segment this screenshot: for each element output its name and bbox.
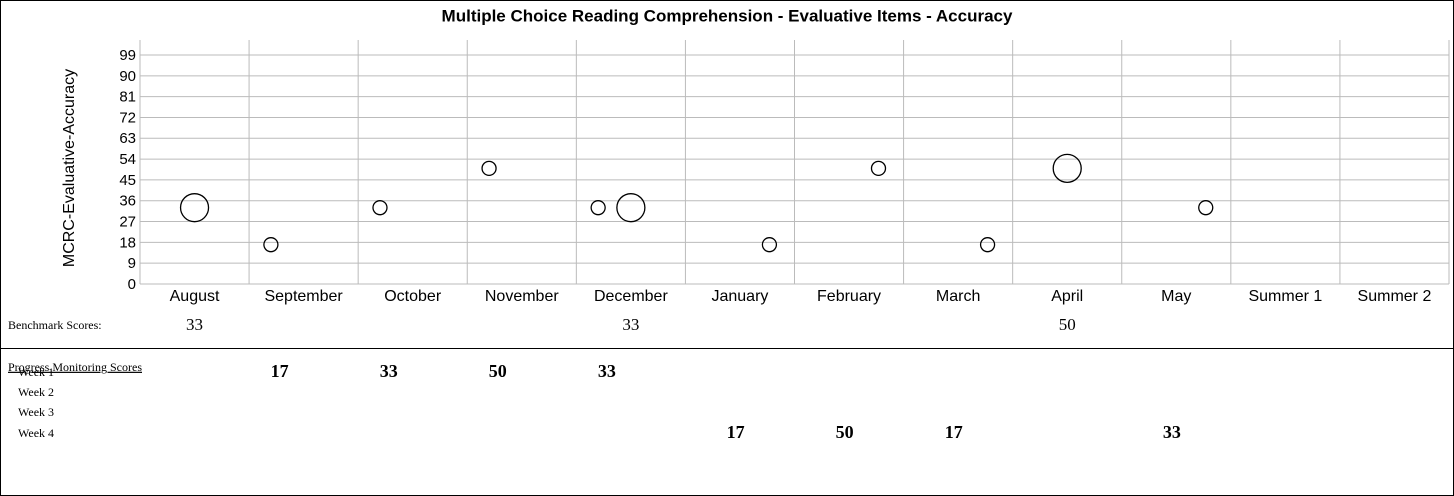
y-tick-label: 81 <box>119 89 136 106</box>
y-tick-label: 36 <box>119 193 136 210</box>
score-label: 33 <box>1163 422 1181 442</box>
y-tick-label: 45 <box>119 172 136 189</box>
y-tick-label: 54 <box>119 151 136 168</box>
progress-point <box>590 200 606 216</box>
x-tick-label: April <box>1051 288 1083 305</box>
y-tick-label: 90 <box>119 68 136 85</box>
row-label: Week 1 <box>18 365 54 379</box>
x-tick-label: Summer 2 <box>1358 288 1432 305</box>
section-title: Progress Monitoring Scores <box>8 360 142 374</box>
score-label: 33 <box>380 361 398 381</box>
benchmark-point <box>616 193 646 223</box>
y-axis-label: MCRC-Evaluative-Accuracy <box>61 69 78 267</box>
y-tick-label: 63 <box>119 130 136 147</box>
score-label: 17 <box>945 422 963 442</box>
score-label: 33 <box>622 315 639 334</box>
x-tick-label: September <box>264 288 343 305</box>
row-label: Week 3 <box>18 405 54 419</box>
x-tick-label: March <box>936 288 980 305</box>
row-label: Week 4 <box>18 426 54 440</box>
score-label: 50 <box>1059 315 1076 334</box>
row-label: Week 2 <box>18 385 54 399</box>
progress-point <box>372 200 388 216</box>
progress-point <box>870 160 887 176</box>
y-tick-label: 9 <box>128 255 136 272</box>
row-label: Benchmark Scores: <box>8 318 102 332</box>
x-tick-label: Summer 1 <box>1248 288 1322 305</box>
y-tick-label: 99 <box>119 47 136 64</box>
score-label: 17 <box>727 422 745 442</box>
progress-point <box>979 237 996 253</box>
progress-point <box>263 237 279 253</box>
progress-point <box>481 160 497 176</box>
score-label: 50 <box>489 361 507 381</box>
x-tick-label: January <box>711 288 768 305</box>
x-tick-label: August <box>170 288 220 305</box>
score-label: 50 <box>836 422 854 442</box>
score-label: 33 <box>598 361 616 381</box>
y-tick-label: 27 <box>119 214 136 231</box>
benchmark-point <box>179 193 210 223</box>
x-tick-label: May <box>1161 288 1191 305</box>
benchmark-point <box>1052 153 1082 183</box>
x-tick-label: October <box>384 288 442 305</box>
y-tick-label: 72 <box>119 109 136 126</box>
score-label: 33 <box>186 315 203 334</box>
progress-point <box>761 237 778 253</box>
y-tick-label: 0 <box>128 276 136 293</box>
x-tick-label: December <box>594 288 668 305</box>
progress-point <box>1198 200 1214 216</box>
x-tick-label: February <box>817 288 881 305</box>
score-label: 17 <box>271 361 289 381</box>
x-tick-label: November <box>485 288 559 305</box>
chart-title: Multiple Choice Reading Comprehension - … <box>442 6 1013 25</box>
y-tick-label: 18 <box>119 234 136 251</box>
